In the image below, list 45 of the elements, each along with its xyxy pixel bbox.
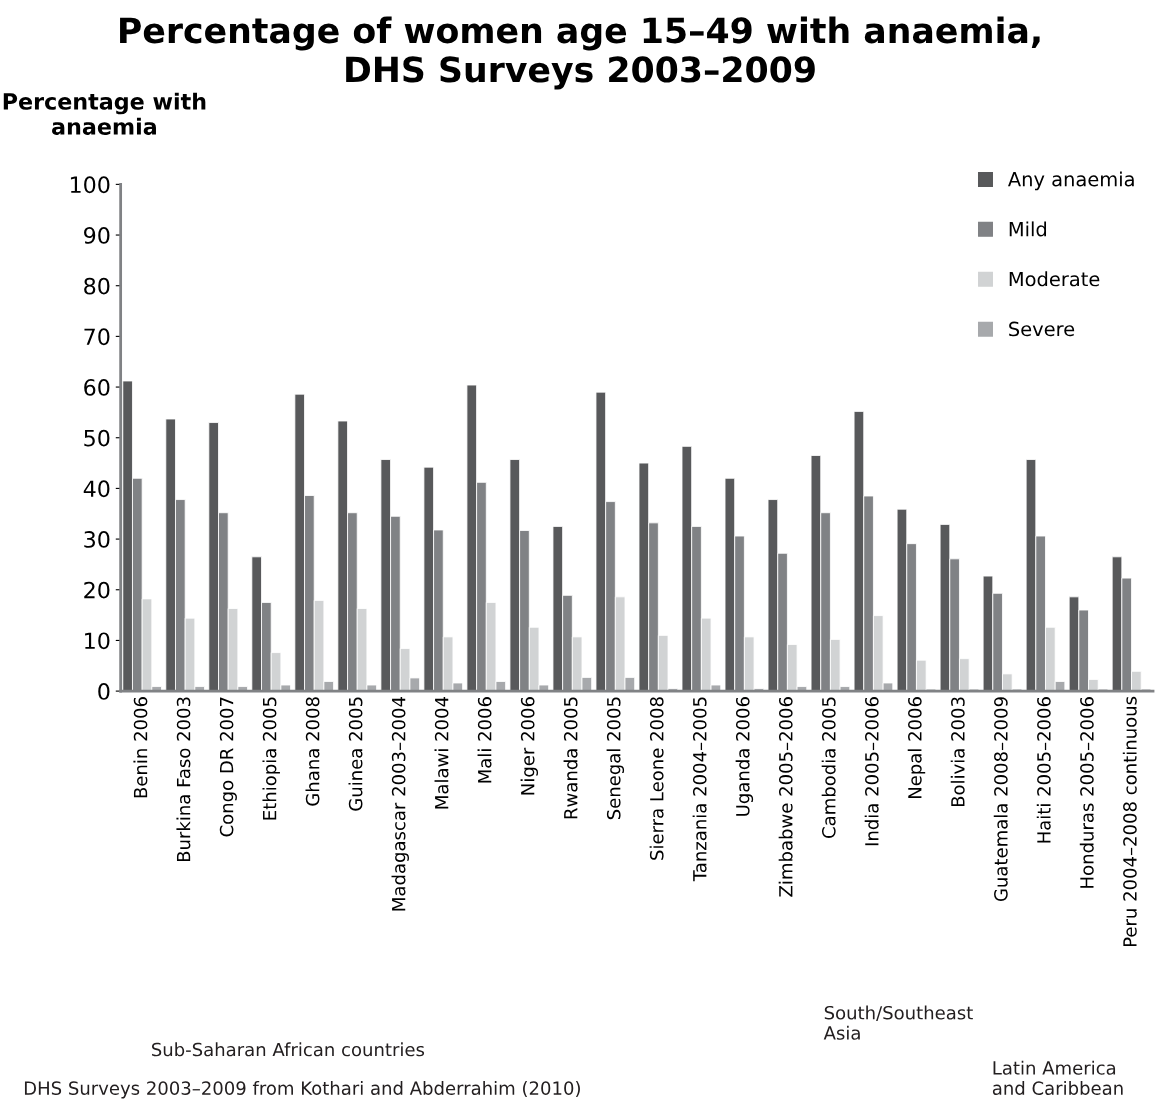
legend-label: Severe xyxy=(1009,321,1075,337)
y-tick-label: 50 xyxy=(84,429,110,447)
text: South/Southeast Asia xyxy=(823,1005,973,1040)
x-tick-label: Ghana 2008 xyxy=(305,697,320,806)
x-tick-label: Tanzania 2004–2005 xyxy=(692,697,707,882)
x-tick-label: Senegal 2005 xyxy=(606,697,625,820)
y-tick-label: 90 xyxy=(84,226,110,244)
x-tick-label: Sierra Leone 2008 xyxy=(649,697,664,860)
y-tick-label: 80 xyxy=(84,277,110,295)
y-tick-label: 60 xyxy=(84,379,110,396)
x-tick-label: Guatemala 2008–2009 xyxy=(993,697,1008,902)
y-tick-label: 0 xyxy=(98,683,110,700)
x-tick-label: Rwanda 2005 xyxy=(563,697,578,819)
y-tick-label: 70 xyxy=(84,328,110,346)
x-tick-label: Ethiopia 2005 xyxy=(262,697,280,820)
x-tick-label: Guinea 2005 xyxy=(348,697,363,811)
x-tick-label: Zimbabwe 2005–2006 xyxy=(778,697,793,897)
x-tick-label: Congo DR 2007 xyxy=(219,697,237,837)
text: Latin America and Caribbean xyxy=(992,1060,1123,1095)
x-tick-label: Cambodia 2005 xyxy=(821,697,836,838)
y-tick-label: 30 xyxy=(84,531,110,548)
y-tick-label: 20 xyxy=(84,581,110,599)
x-tick-label: Burkina Faso 2003 xyxy=(176,697,191,862)
y-tick-label: 40 xyxy=(83,480,110,498)
x-tick-label: India 2005–2006 xyxy=(864,697,879,846)
y-axis-title: Percentage with anaemia xyxy=(3,92,206,135)
y-tick-label: 10 xyxy=(85,632,110,650)
x-tick-label: Uganda 2006 xyxy=(735,697,754,816)
x-tick-label: Niger 2006 xyxy=(520,697,539,795)
x-tick-label: Mali 2006 xyxy=(477,697,492,783)
x-tick-label: Malawi 2004 xyxy=(434,696,449,809)
legend-label: Mild xyxy=(1009,221,1047,237)
chart-title: Percentage of women age 15–49 with anaemia, DHS Surveys 2003–2009 xyxy=(120,16,1040,90)
x-tick-label: Bolivia 2003 xyxy=(950,697,965,807)
x-tick-label: Madagascar 2003–2004 xyxy=(391,696,409,911)
text: DHS Surveys 2003–2009 from Kothari and Abderrahim (2010) xyxy=(24,1081,580,1099)
x-tick-label: Haiti 2005–2006 xyxy=(1036,697,1051,843)
x-tick-label: Benin 2006 xyxy=(133,697,148,798)
y-tick-label: 100 xyxy=(70,176,110,194)
legend-label: Moderate xyxy=(1009,271,1100,287)
text: Sub-Saharan African countries xyxy=(151,1042,425,1057)
x-tick-label: Peru 2004–2008 continuous xyxy=(1122,696,1137,947)
legend-label: Any anaemia xyxy=(1008,171,1134,191)
x-tick-label: Nepal 2006 xyxy=(907,697,926,799)
x-tick-label: Honduras 2005–2006 xyxy=(1079,697,1094,888)
